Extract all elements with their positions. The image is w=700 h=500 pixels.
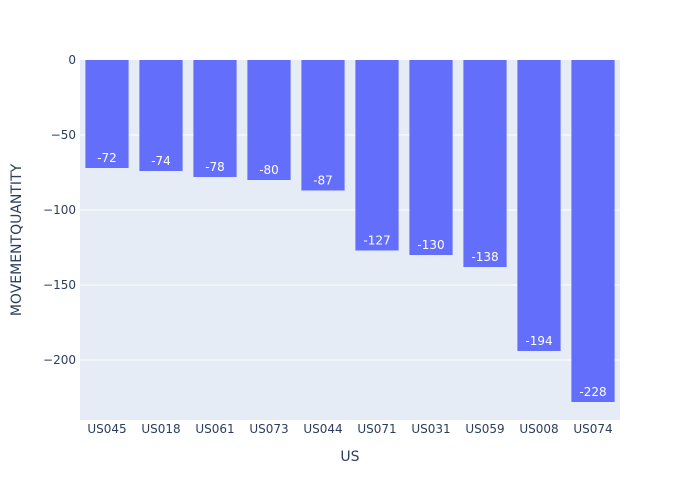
x-tick-label: US008 [519,422,558,436]
bar-value-label: -130 [417,238,444,252]
bar [247,60,291,180]
bar-value-label: -127 [363,234,390,248]
bar-value-label: -87 [313,174,333,188]
bar [517,60,561,351]
bar [85,60,129,168]
x-tick-label: US031 [411,422,450,436]
y-axis-title: MOVEMENTQUANTITY [9,163,25,316]
y-tick-label: −150 [43,278,76,292]
y-tick-label: −200 [43,353,76,367]
bar-value-label: -228 [579,385,606,399]
x-tick-label: US071 [357,422,396,436]
bar-value-label: -194 [525,334,552,348]
y-tick-labels: 0 −50 −100 −150 −200 [43,53,76,367]
x-tick-label: US044 [303,422,342,436]
bar [139,60,183,171]
x-tick-label: US061 [195,422,234,436]
bar [409,60,453,255]
x-tick-label: US074 [573,422,612,436]
y-tick-label: −100 [43,203,76,217]
y-tick-label: 0 [68,53,76,67]
bar [193,60,237,177]
bar-labels: -72 -74 -78 -80 -87 -127 -130 -138 -194 -228 [97,151,606,399]
x-tick-label: US073 [249,422,288,436]
x-tick-label: US045 [87,422,126,436]
bar-value-label: -72 [97,151,117,165]
bar-value-label: -138 [471,250,498,264]
x-tick-label: US059 [465,422,504,436]
bar [301,60,345,191]
bar [463,60,507,267]
bar [355,60,399,251]
x-axis-title: US [340,449,359,465]
bar-value-label: -74 [151,154,171,168]
bar-value-label: -80 [259,163,279,177]
x-tick-label: US018 [141,422,180,436]
x-tick-labels: US045 US018 US061 US073 US044 US071 US031 US059… [87,422,612,436]
y-tick-label: −50 [51,128,76,142]
bar [571,60,615,402]
bar-value-label: -78 [205,160,225,174]
bars [85,60,615,402]
